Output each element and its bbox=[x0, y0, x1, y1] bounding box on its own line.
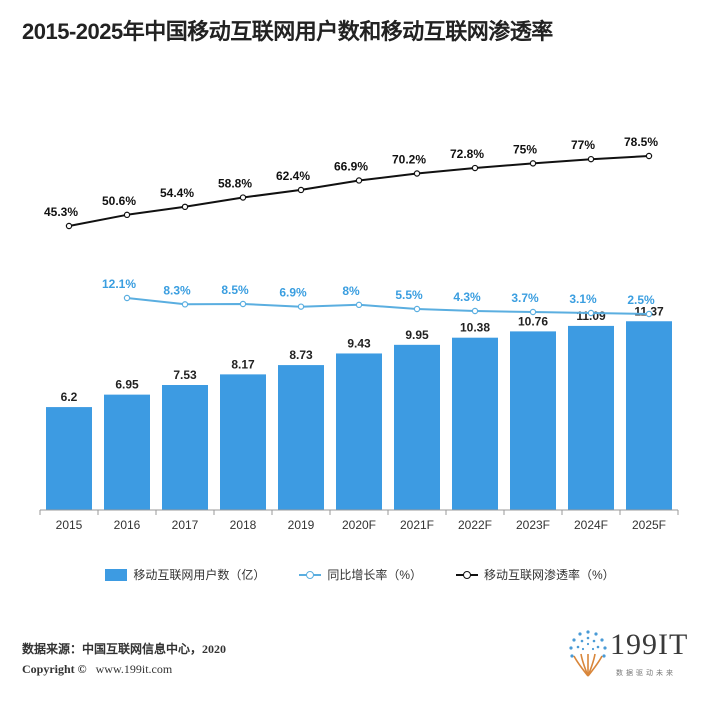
legend-label-growth: 同比增长率（%） bbox=[327, 568, 422, 582]
bar-value-label: 8.73 bbox=[289, 348, 313, 362]
bar bbox=[626, 321, 672, 510]
bar bbox=[220, 374, 266, 510]
copyright-site: www.199it.com bbox=[95, 662, 173, 676]
legend-swatch-users bbox=[105, 568, 128, 581]
bar-value-label: 9.95 bbox=[405, 328, 429, 342]
bar bbox=[46, 407, 92, 510]
series-point bbox=[529, 160, 537, 167]
x-tick-label: 2018 bbox=[230, 518, 257, 532]
bar-value-label: 9.43 bbox=[347, 336, 371, 350]
series-point bbox=[529, 308, 537, 316]
growth-rate-label: 3.1% bbox=[569, 292, 597, 306]
series-point bbox=[65, 222, 73, 230]
legend-label-users: 移动互联网用户数（亿） bbox=[133, 568, 266, 582]
growth-rate-label: 3.7% bbox=[511, 291, 539, 305]
legend-swatch-penetration bbox=[456, 569, 478, 581]
bar bbox=[162, 385, 208, 510]
bar bbox=[510, 331, 556, 510]
penetration-label: 62.4% bbox=[276, 169, 310, 183]
legend-item-growth: 同比增长率（%） bbox=[299, 566, 422, 583]
legend-swatch-growth bbox=[299, 569, 322, 581]
x-tick-label: 2020F bbox=[342, 518, 376, 532]
series-point bbox=[645, 310, 653, 318]
penetration-label: 78.5% bbox=[624, 135, 658, 149]
series-point bbox=[181, 203, 189, 211]
x-tick-label: 2015 bbox=[56, 518, 83, 532]
bar bbox=[394, 344, 440, 510]
series-point bbox=[413, 305, 421, 313]
penetration-series: 45.3% 50.6% 54.4% 58.8% 62.4% 66.9% 70.2% 72.8%… bbox=[44, 135, 658, 230]
penetration-label: 45.3% bbox=[44, 205, 78, 219]
series-point bbox=[355, 301, 363, 309]
bar-value-label: 10.38 bbox=[460, 321, 490, 335]
bar-value-label: 7.53 bbox=[173, 368, 197, 382]
x-tick-label: 2023F bbox=[516, 518, 550, 532]
series-point bbox=[413, 170, 421, 177]
bar bbox=[104, 394, 150, 510]
bar-value-label: 6.95 bbox=[115, 378, 139, 392]
logo-tagline: 数据驱动未来 bbox=[616, 670, 676, 677]
series-point bbox=[123, 211, 131, 219]
series-point bbox=[239, 194, 247, 201]
x-tick-label: 2017 bbox=[172, 518, 199, 532]
bar-value-label: 8.17 bbox=[231, 357, 255, 371]
penetration-label: 77% bbox=[571, 138, 595, 152]
series-point bbox=[587, 309, 595, 317]
growth-rate-label: 8% bbox=[342, 284, 360, 298]
x-tick-label: 2021F bbox=[400, 518, 434, 532]
legend-item-users: 移动互联网用户数（亿） bbox=[105, 566, 265, 583]
chart-title: 2015-2025年中国移动互联网用户数和移动互联网渗透率 bbox=[22, 19, 553, 44]
growth-rate-label: 8.5% bbox=[221, 283, 249, 297]
series-point bbox=[471, 307, 479, 315]
growth-rate-label: 4.3% bbox=[453, 290, 481, 304]
growth-rate-label: 6.9% bbox=[279, 286, 307, 300]
bar-series bbox=[46, 321, 672, 510]
legend-label-penetration: 移动互联网渗透率（%） bbox=[484, 568, 615, 582]
x-tick-label: 2024F bbox=[574, 518, 608, 532]
growth-rate-label: 5.5% bbox=[395, 288, 423, 302]
series-point bbox=[471, 164, 479, 172]
series-line bbox=[126, 297, 650, 315]
series-point bbox=[123, 294, 131, 302]
penetration-label: 75% bbox=[513, 142, 537, 156]
series-point bbox=[587, 155, 595, 163]
bar-value-label: 6.2 bbox=[61, 390, 78, 404]
chart: 6.26.957.538.178.739.439.9510.3810.7611.… bbox=[39, 135, 679, 532]
penetration-label: 72.8% bbox=[450, 147, 484, 161]
series-point bbox=[181, 301, 189, 308]
growth-rate-label: 8.3% bbox=[163, 283, 191, 297]
penetration-label: 58.8% bbox=[218, 177, 252, 191]
x-tick-label: 2022F bbox=[458, 518, 492, 532]
x-tick-label: 2016 bbox=[114, 518, 141, 532]
data-source: 数据来源：中国互联网信息中心，2020 bbox=[22, 642, 227, 656]
logo-dandelion-icon bbox=[569, 630, 607, 677]
series-point bbox=[239, 300, 247, 308]
penetration-label: 54.4% bbox=[160, 186, 194, 200]
series-point bbox=[645, 152, 653, 160]
copyright: Copyright © www.199it.com bbox=[22, 662, 172, 677]
growth-rate-label: 2.5% bbox=[627, 293, 655, 307]
x-axis: 2015 2016 2017 2018 2019 2020F 2021F 2022F 2023F… bbox=[39, 509, 679, 532]
bar bbox=[452, 337, 498, 510]
brand-logo: 199IT 数据驱动未来 bbox=[566, 624, 706, 690]
logo-text: 199IT bbox=[610, 628, 689, 661]
growth-rate-label: 12.1% bbox=[102, 277, 136, 291]
series-point bbox=[355, 177, 363, 184]
penetration-label: 66.9% bbox=[334, 159, 368, 173]
x-tick-label: 2019 bbox=[288, 518, 315, 532]
penetration-label: 50.6% bbox=[102, 194, 136, 208]
bar-value-labels: 6.26.957.538.178.739.439.9510.3810.7611.… bbox=[61, 304, 664, 404]
copyright-label: Copyright © bbox=[22, 662, 87, 676]
bar bbox=[336, 353, 382, 510]
bar-value-label: 10.76 bbox=[518, 314, 548, 328]
legend: 移动互联网用户数（亿） 同比增长率（%） 移动互联网渗透率（%） bbox=[0, 566, 720, 583]
penetration-label: 70.2% bbox=[392, 153, 426, 167]
series-point bbox=[297, 186, 305, 194]
bar bbox=[278, 365, 324, 510]
growth-rate-series: 12.1% 8.3% 8.5% 6.9% 8% 5.5% 4.3% 3.7% 3.1% 2.5% bbox=[102, 277, 655, 318]
bar bbox=[568, 325, 614, 510]
series-point bbox=[297, 303, 305, 310]
x-tick-label: 2025F bbox=[632, 518, 666, 532]
legend-item-penetration: 移动互联网渗透率（%） bbox=[456, 566, 615, 583]
